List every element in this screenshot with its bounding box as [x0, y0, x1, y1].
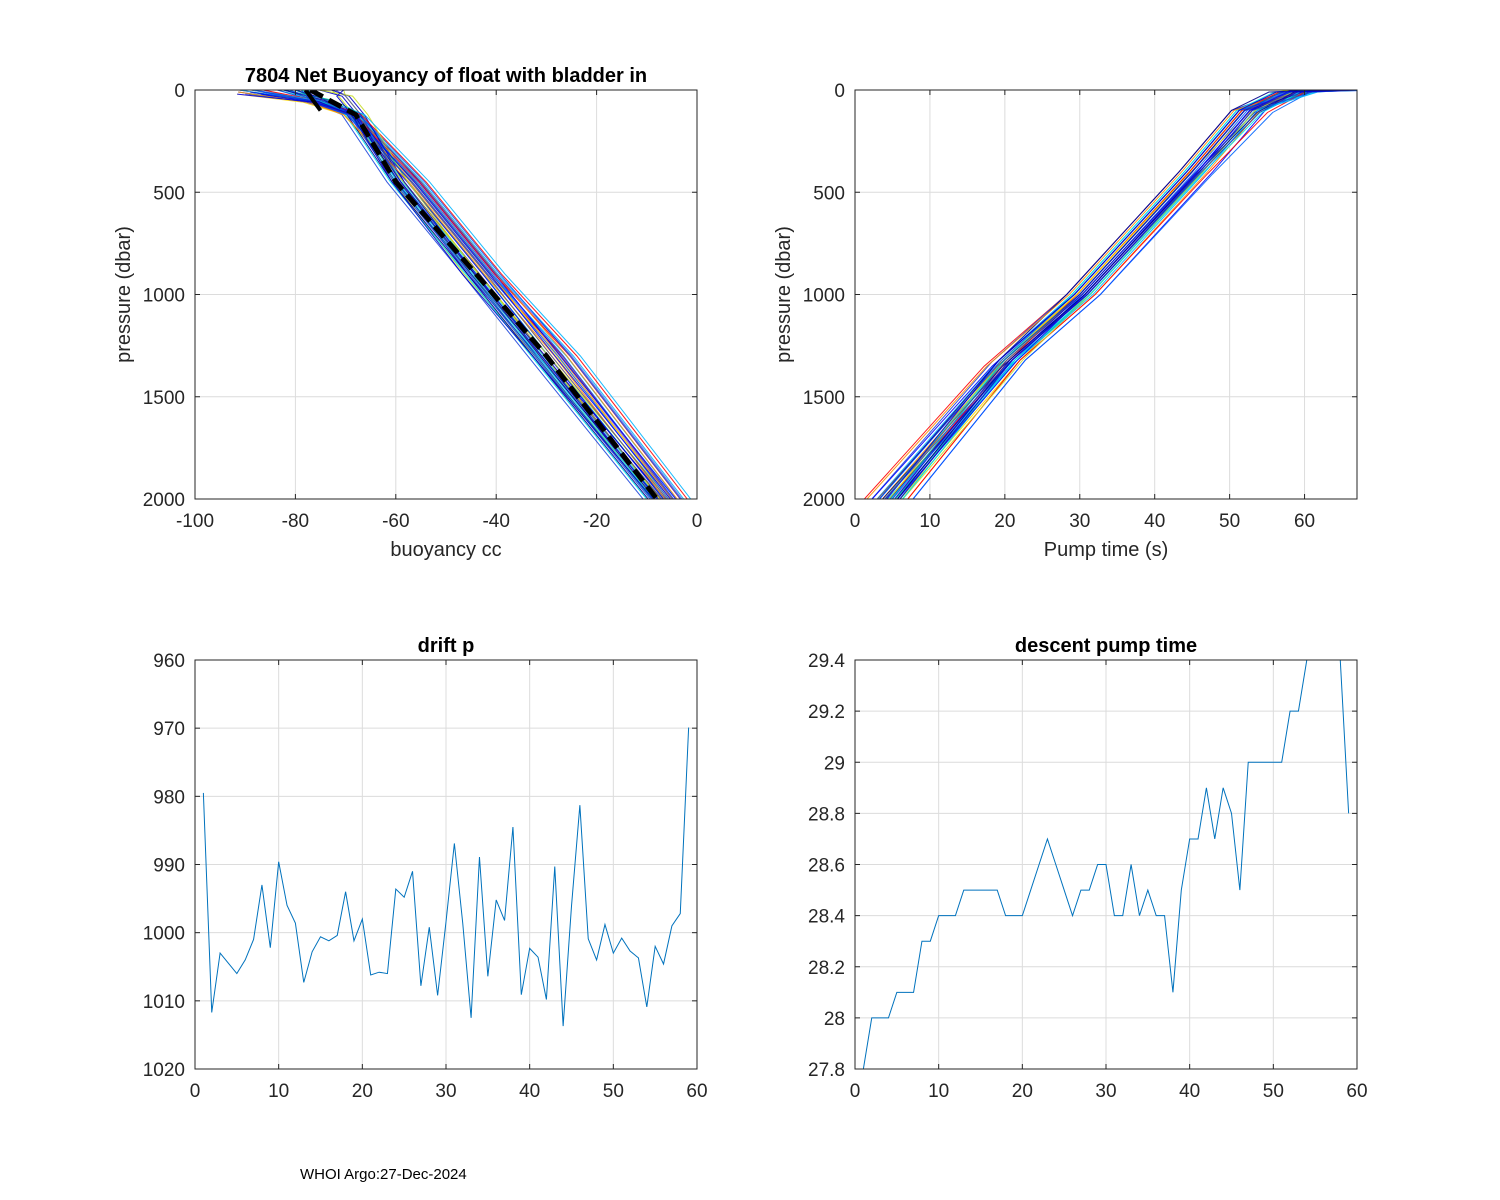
- x-axis-label: Pump time (s): [1044, 539, 1168, 561]
- profile-series: [899, 90, 1350, 499]
- chart-title: drift p: [418, 635, 475, 657]
- y-tick-label: 0: [834, 81, 845, 102]
- x-tick-label: 60: [1346, 1081, 1367, 1102]
- profile-series: [245, 93, 668, 499]
- pumptime-panel: 0 10 20 30 40 50 60 0 500 1000 1500 2000 Pump time (…: [773, 81, 1358, 561]
- plot-content: [202, 727, 690, 1027]
- x-tick-label: 10: [928, 1081, 949, 1102]
- x-tick-label: 10: [268, 1081, 289, 1102]
- y-tick-label: 28.4: [808, 907, 845, 928]
- x-tick-label: 40: [1179, 1081, 1200, 1102]
- profile-trace: [886, 90, 1347, 499]
- x-tick-label: 50: [1263, 1081, 1284, 1102]
- x-tick-label: 20: [352, 1081, 373, 1102]
- x-tick-label: 10: [919, 511, 940, 532]
- x-tick-label: 0: [850, 1081, 861, 1102]
- x-tick-label: 30: [1069, 511, 1090, 532]
- x-tick-label: 50: [603, 1081, 624, 1102]
- data-line: [202, 727, 690, 1027]
- profile-trace: [336, 90, 654, 499]
- y-tick-label: 28.2: [808, 958, 845, 979]
- y-tick-label: 29: [824, 753, 845, 774]
- x-tick-label: 0: [850, 511, 861, 532]
- x-tick-label: 50: [1219, 511, 1240, 532]
- y-tick-label: 29.4: [808, 651, 845, 672]
- descentpump-panel: 0 10 20 30 40 50 60 27.8 28 28.2 28.4 28.6 28.8 29 29.…: [808, 635, 1368, 1102]
- x-axis-label: buoyancy cc: [390, 539, 501, 561]
- chart-title: 7804 Net Buoyancy of float with bladder …: [245, 65, 647, 87]
- x-tick-label: 20: [1012, 1081, 1033, 1102]
- mean-fit-surface-segment: [303, 90, 323, 112]
- x-tick-label: 30: [1095, 1081, 1116, 1102]
- x-tick-label: 0: [692, 511, 703, 532]
- plot-content: [862, 660, 1350, 1069]
- y-tick-label: 2000: [803, 490, 845, 511]
- y-tick-label: 0: [174, 81, 185, 102]
- x-tick-label: -40: [482, 511, 509, 532]
- y-tick-label: 27.8: [808, 1060, 845, 1081]
- y-tick-label: 500: [153, 183, 185, 204]
- data-line: [862, 660, 1350, 1069]
- x-tick-label: 40: [1144, 511, 1165, 532]
- chart-title: descent pump time: [1015, 635, 1197, 657]
- x-tick-label: -60: [382, 511, 409, 532]
- driftp-panel: 0 10 20 30 40 50 60960970980990100010101020dri…: [143, 635, 708, 1102]
- mean-fit-line: [309, 90, 659, 499]
- x-tick-label: 20: [994, 511, 1015, 532]
- y-axis-label: pressure (dbar): [113, 226, 135, 363]
- y-tick-label: 28.8: [808, 804, 845, 825]
- y-tick-label: 1020: [143, 1060, 185, 1081]
- y-tick-label: 1500: [803, 388, 845, 409]
- footer-stamp: WHOI Argo:27-Dec-2024: [300, 1166, 467, 1183]
- buoyancy-panel: -100 -80 -60 -40 -20 0 0 500 1000 1500 2000 7804 Ne…: [113, 65, 702, 561]
- y-tick-label: 28: [824, 1009, 845, 1030]
- y-tick-label: 1000: [143, 286, 185, 307]
- y-axis-label: pressure (dbar): [773, 226, 795, 363]
- y-tick-label: 1000: [143, 924, 185, 945]
- y-tick-label: 970: [153, 719, 185, 740]
- y-tick-label: 1010: [143, 992, 185, 1013]
- x-tick-label: 30: [435, 1081, 456, 1102]
- y-tick-label: 1000: [803, 286, 845, 307]
- x-tick-label: -100: [176, 511, 214, 532]
- y-tick-label: 980: [153, 787, 185, 808]
- y-tick-label: 960: [153, 651, 185, 672]
- x-tick-label: -20: [583, 511, 610, 532]
- y-tick-label: 500: [813, 183, 845, 204]
- x-tick-label: 60: [686, 1081, 707, 1102]
- profile-series: [295, 90, 658, 499]
- x-tick-label: -80: [282, 511, 309, 532]
- y-tick-label: 990: [153, 856, 185, 877]
- x-tick-label: 60: [1294, 511, 1315, 532]
- y-tick-label: 1500: [143, 388, 185, 409]
- y-tick-label: 29.2: [808, 702, 845, 723]
- y-tick-label: 28.6: [808, 856, 845, 877]
- y-tick-label: 2000: [143, 490, 185, 511]
- x-tick-label: 40: [519, 1081, 540, 1102]
- x-tick-label: 0: [190, 1081, 201, 1102]
- plot-content: [237, 90, 692, 499]
